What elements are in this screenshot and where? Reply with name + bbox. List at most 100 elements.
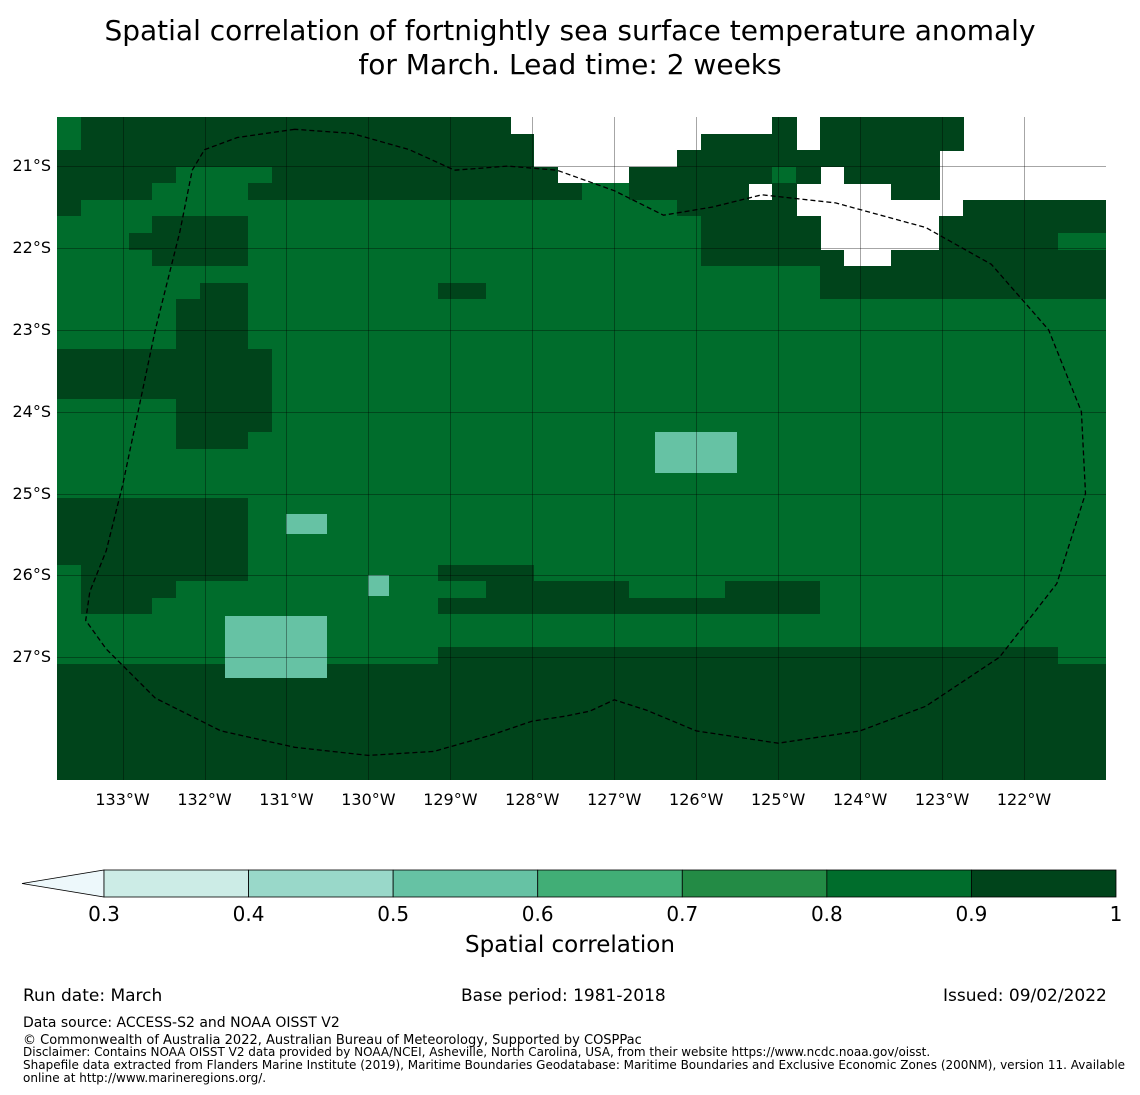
map-cell [200,315,225,334]
map-cell [438,166,463,184]
map-cell [152,365,177,383]
map-cell [891,249,916,267]
map-cell [819,266,845,284]
map-cell [1058,249,1083,267]
map-cell [486,332,511,350]
map-cell [724,233,749,251]
map-cell [390,431,416,450]
map-cell [653,365,678,383]
map-cell [80,431,106,450]
map-cell [247,183,273,201]
map-cell [653,266,678,284]
map-cell [748,249,773,267]
map-cell [891,382,916,400]
map-cell [223,415,249,433]
map-cell [176,332,201,350]
map-cell [343,266,368,284]
map-cell [200,199,225,218]
map-cell [1082,382,1106,400]
map-cell [1010,249,1036,267]
map-cell [819,398,845,416]
map-cell [629,315,654,334]
map-cell [486,448,511,466]
map-cell [295,448,320,466]
map-cell [343,299,368,317]
colorbar-bin [971,869,1117,898]
map-cell [486,398,511,416]
map-cell [223,266,249,284]
map-cell [200,431,225,450]
map-cell [581,299,606,317]
map-cell [748,266,773,284]
map-cell [390,398,416,416]
map-cell [128,150,153,168]
map-cell [676,365,702,383]
map-cell [509,398,535,416]
map-cell [533,183,559,201]
map-cell [486,415,511,433]
map-cell [462,233,487,251]
map-cell [653,299,678,317]
map-cell [676,150,702,168]
map-cell [414,249,440,267]
map-cell [80,349,106,367]
map-cell [533,349,559,367]
map-cell [366,315,392,334]
map-cell [748,398,773,416]
map-cell [128,282,153,300]
map-cell [319,299,344,317]
map-cell [724,150,749,168]
map-cell [462,266,487,284]
map-cell [700,249,726,267]
map-cell [915,431,940,450]
map-cell [653,216,678,234]
issued-date: Issued: 09/02/2022 [943,986,1107,1006]
map-cell [1058,199,1083,218]
map-cell [653,199,678,218]
map-cell [104,431,130,450]
map-cell [80,150,106,168]
map-cell [748,415,773,433]
map-cell [724,332,749,350]
map-cell [200,349,225,367]
map-cell [557,332,583,350]
map-cell [629,398,654,416]
map-cell [57,249,82,267]
map-cell [915,332,940,350]
map-cell [57,415,82,433]
map-cell [247,365,273,383]
map-cell [57,216,82,234]
map-cell [748,282,773,300]
map-cell [676,199,702,218]
map-cell [700,382,726,400]
map-cell [1034,349,1059,367]
map-cell [414,365,440,383]
map-cell [80,199,106,218]
map-cell [939,266,964,284]
map-cell [509,233,535,251]
map-cell [867,166,893,184]
map-cell [104,233,130,251]
map-cell [176,133,201,151]
map-cell [438,299,463,317]
map-cell [128,166,153,184]
map-cell [700,398,726,416]
map-cell [1010,216,1036,234]
map-cell [343,233,368,251]
map-cell [1058,216,1083,234]
map-cell [295,415,320,433]
map-cell [247,415,273,433]
map-cell [414,216,440,234]
map-cell [128,216,153,234]
map-cell [700,133,726,151]
map-cell [1010,332,1036,350]
map-cell [819,133,845,151]
map-cell [414,183,440,201]
map-cell [390,415,416,433]
map-cell [557,199,583,218]
map-cell [796,266,821,284]
map-cell [581,398,606,416]
map-cell [796,249,821,267]
map-cell [772,299,797,317]
map-cell [390,299,416,317]
